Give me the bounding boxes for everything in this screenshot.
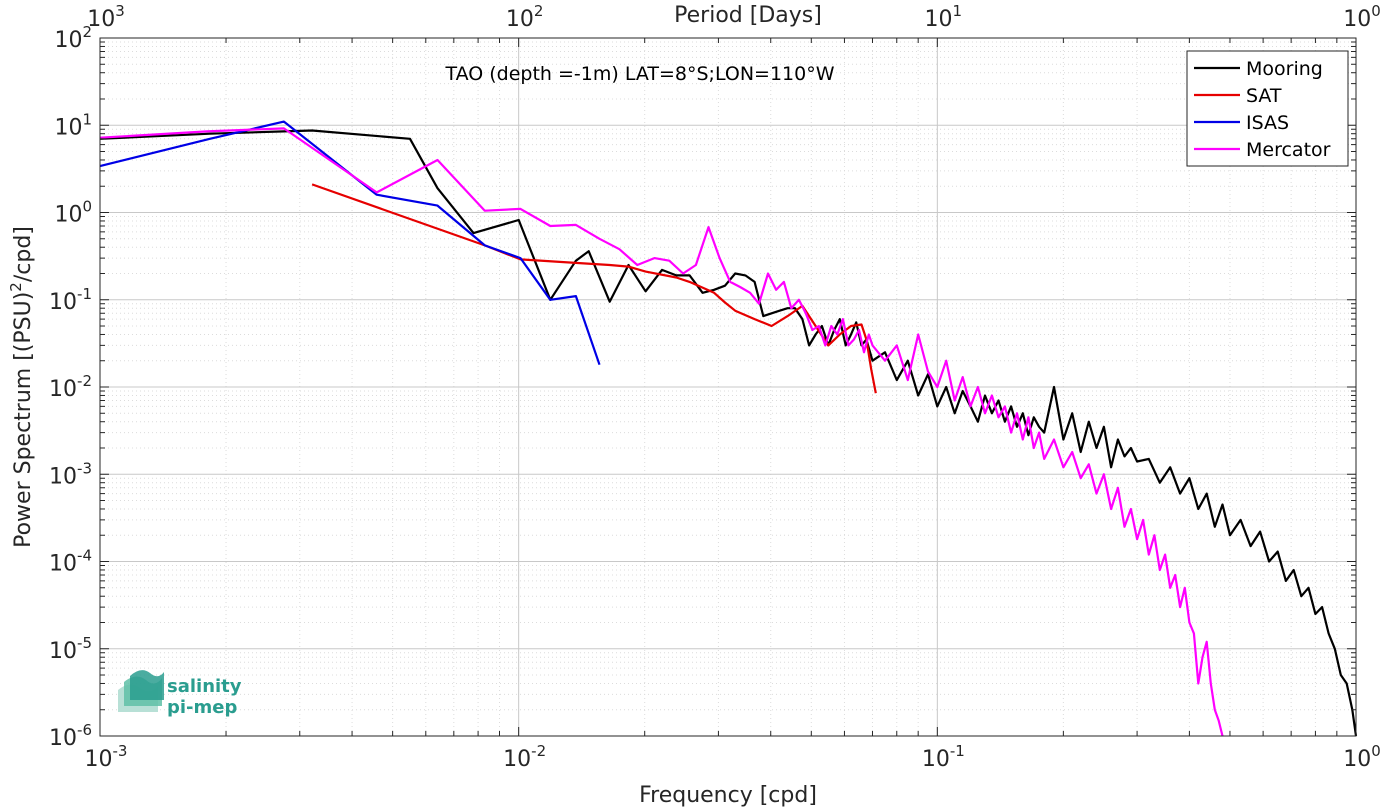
top-tick-label-exp: 3	[115, 2, 125, 20]
y-axis-label-tail: /cpd]	[11, 226, 36, 282]
top-tick-label-base: 10	[925, 7, 953, 32]
top-tick-label: 103	[87, 2, 125, 32]
y-tick-label-base: 10	[49, 726, 77, 751]
y-tick-label: 101	[54, 110, 92, 140]
series-line-mercator	[99, 127, 1224, 737]
logo-wave-icon	[118, 670, 164, 712]
x-tick-label-base: 10	[85, 747, 113, 772]
legend-label-mooring: Mooring	[1246, 58, 1323, 80]
x-tick-label-exp: 0	[1371, 742, 1381, 760]
legend-label-sat: SAT	[1246, 85, 1282, 107]
top-tick-label: 102	[506, 2, 544, 32]
y-tick-label-exp: 2	[82, 23, 92, 41]
y-tick-label-exp: -6	[77, 721, 92, 739]
x-tick-label-base: 10	[1343, 747, 1371, 772]
logo-text-line1: salinity	[167, 676, 242, 697]
y-tick-label: 102	[54, 23, 92, 53]
y-tick-label-base: 10	[54, 115, 82, 140]
y-axis-label-sup: 2	[7, 282, 25, 292]
top-tick-label-base: 10	[1343, 7, 1371, 32]
x-tick-label-exp: -1	[950, 742, 965, 760]
y-tick-label-base: 10	[49, 552, 77, 577]
legend-label-isas: ISAS	[1246, 112, 1289, 134]
top-tick-label-exp: 2	[534, 2, 544, 20]
minor-grid	[100, 38, 1356, 736]
y-tick-label-base: 10	[54, 203, 82, 228]
legend: Mooring SAT ISAS Mercator	[1186, 50, 1349, 167]
y-tick-label: 100	[54, 198, 92, 228]
x-tick-label: 100	[1343, 742, 1381, 772]
y-tick-label: 10-5	[49, 634, 92, 664]
legend-label-mercator: Mercator	[1246, 139, 1331, 161]
series-layer	[99, 120, 1358, 737]
x-tick-label-exp: -2	[531, 742, 546, 760]
x-tick-label-base: 10	[503, 747, 531, 772]
x-tick-labels: 10-3 10-2 10-1 100	[85, 742, 1381, 772]
top-tick-label-exp: 0	[1371, 2, 1381, 20]
y-tick-label-base: 10	[49, 290, 77, 315]
x-tick-label-base: 10	[922, 747, 950, 772]
x-tick-label: 10-3	[85, 742, 128, 772]
y-axis-label-main: Power Spectrum [(PSU)	[11, 292, 36, 548]
x-tick-label: 10-2	[503, 742, 546, 772]
series-line-sat	[311, 183, 877, 394]
x-tick-label-exp: -3	[113, 742, 128, 760]
top-tick-label-base: 10	[506, 7, 534, 32]
y-tick-label-exp: -4	[77, 547, 92, 565]
y-tick-label: 10-6	[49, 721, 92, 751]
y-tick-label: 10-4	[49, 547, 92, 577]
top-axis-label: Period [Days]	[674, 3, 822, 28]
top-tick-label: 100	[1343, 2, 1381, 32]
y-tick-label-base: 10	[49, 377, 77, 402]
y-axis-label: Power Spectrum [(PSU)2/cpd]	[7, 226, 36, 548]
chart-title: TAO (depth =-1m) LAT=8°S;LON=110°W	[444, 63, 834, 85]
y-tick-label-exp: -1	[77, 285, 92, 303]
y-tick-label-exp: -5	[77, 634, 92, 652]
y-tick-label-exp: 0	[82, 198, 92, 216]
y-tick-label-exp: 1	[82, 110, 92, 128]
series-line-mooring	[99, 129, 1358, 737]
legend-items: Mooring SAT ISAS Mercator	[1194, 58, 1331, 161]
y-tick-label-exp: -3	[77, 459, 92, 477]
y-tick-label-base: 10	[49, 639, 77, 664]
legend-box	[1186, 50, 1349, 167]
x-axis-label: Frequency [cpd]	[639, 783, 817, 808]
logo-text-line2: pi-mep	[167, 697, 237, 718]
y-tick-label: 10-2	[49, 372, 92, 402]
top-tick-label-base: 10	[87, 7, 115, 32]
y-tick-label: 10-1	[49, 285, 92, 315]
top-tick-labels: 103 102 101 100	[87, 2, 1381, 32]
y-tick-label-base: 10	[49, 464, 77, 489]
ticks-layer	[99, 37, 1357, 737]
x-tick-label: 10-1	[922, 742, 965, 772]
salinity-pimep-logo: salinity pi-mep	[118, 670, 242, 718]
y-tick-label-exp: -2	[77, 372, 92, 390]
y-tick-label: 10-3	[49, 459, 92, 489]
y-tick-label-base: 10	[54, 28, 82, 53]
top-tick-label: 101	[925, 2, 963, 32]
top-tick-label-exp: 1	[953, 2, 963, 20]
